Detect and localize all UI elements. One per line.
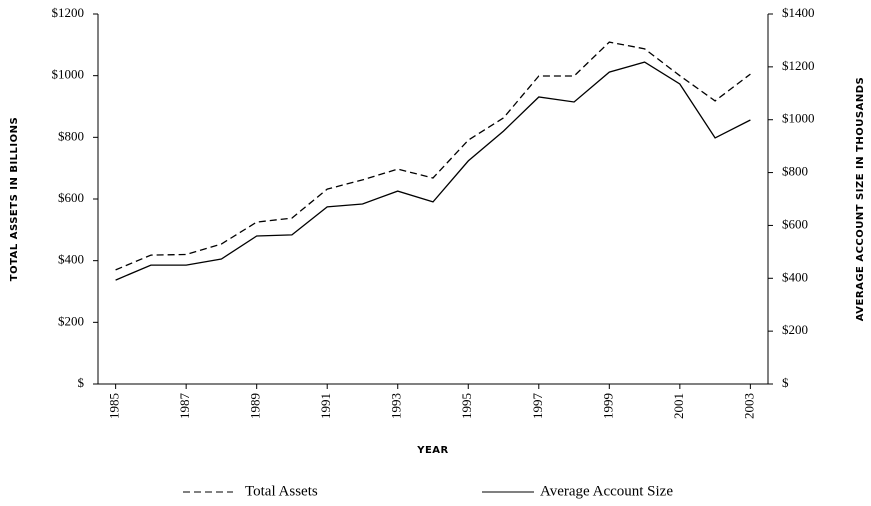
y-tick-label: $400 bbox=[58, 252, 84, 267]
y2-tick-label: $800 bbox=[782, 164, 808, 179]
x-tick-label: 2003 bbox=[741, 393, 756, 419]
x-axis-title: YEAR bbox=[416, 445, 449, 456]
y2-tick-label: $400 bbox=[782, 269, 808, 284]
y2-tick-label: $1200 bbox=[782, 58, 815, 73]
y2-tick-label: $1000 bbox=[782, 111, 815, 126]
y2-tick-label: $200 bbox=[782, 322, 808, 337]
x-tick-label: 1995 bbox=[459, 393, 474, 419]
y-tick-label: $600 bbox=[58, 190, 84, 205]
x-tick-label: 1989 bbox=[248, 393, 263, 419]
y-tick-label: $1200 bbox=[52, 5, 85, 20]
series-line bbox=[115, 61, 751, 281]
y2-axis-title: AVERAGE ACCOUNT SIZE IN THOUSANDS bbox=[855, 77, 866, 321]
y-tick-label: $800 bbox=[58, 128, 84, 143]
x-tick-label: 1993 bbox=[389, 393, 404, 419]
y-tick-label: $ bbox=[78, 375, 85, 390]
y2-tick-label: $1400 bbox=[782, 5, 815, 20]
y2-tick-label: $ bbox=[782, 375, 789, 390]
x-tick-label: 2001 bbox=[671, 393, 686, 419]
y-tick-label: $200 bbox=[58, 313, 84, 328]
legend-label: Average Account Size bbox=[540, 483, 673, 499]
x-tick-label: 1987 bbox=[177, 393, 192, 420]
series-line bbox=[115, 41, 751, 271]
y2-tick-label: $600 bbox=[782, 216, 808, 231]
y-axis-title: TOTAL ASSETS IN BILLIONS bbox=[9, 117, 20, 281]
y-tick-label: $1000 bbox=[52, 67, 85, 82]
x-tick-label: 1991 bbox=[318, 393, 333, 419]
x-tick-label: 1997 bbox=[530, 393, 545, 420]
legend-label: Total Assets bbox=[245, 483, 318, 499]
x-tick-label: 1999 bbox=[600, 393, 615, 419]
x-tick-label: 1985 bbox=[107, 393, 122, 419]
